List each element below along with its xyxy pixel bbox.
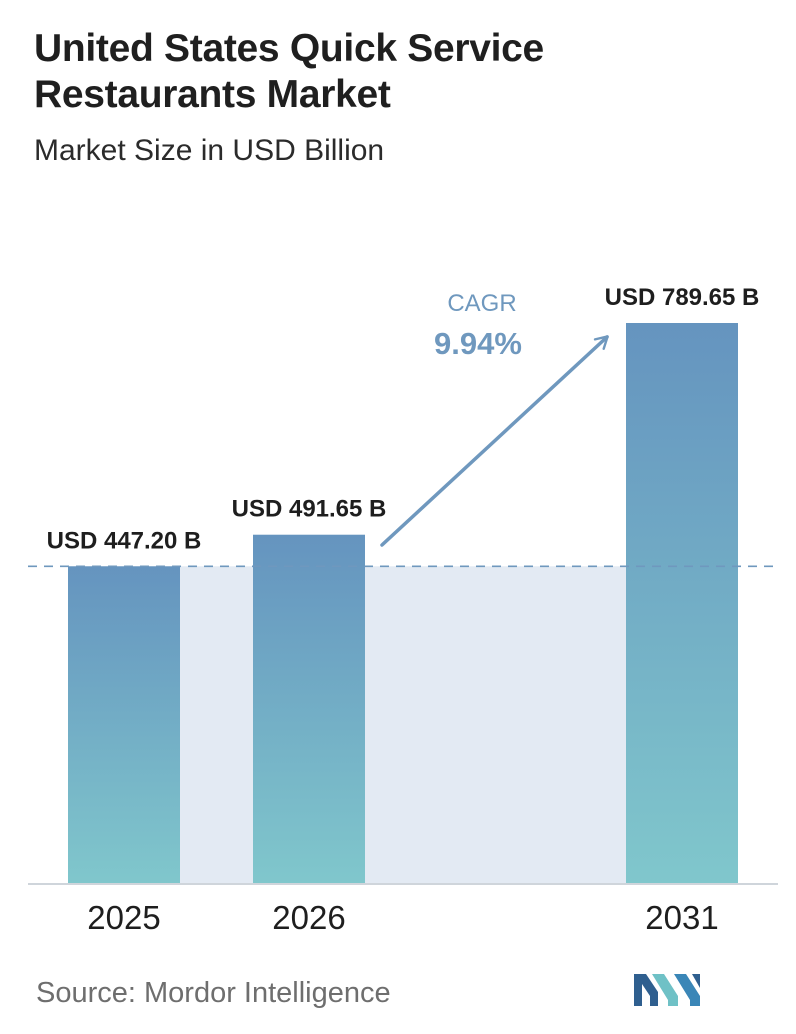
label-layer: USD 447.20 B 2025 USD 491.65 B 2026 USD 789.… (47, 284, 760, 936)
logo-shape-left (634, 974, 658, 1006)
x-tick-2031: 2031 (645, 899, 718, 936)
chart-subtitle: Market Size in USD Billion (34, 134, 385, 167)
mordor-intelligence-logo (634, 974, 700, 1006)
bar-chart: USD 447.20 B 2025 USD 491.65 B 2026 USD 789.… (28, 284, 780, 936)
x-tick-2026: 2026 (272, 899, 345, 936)
x-tick-2025: 2025 (87, 899, 160, 936)
data-label-2026: USD 491.65 B (232, 496, 387, 523)
source-caption: Source: Mordor Intelligence (36, 977, 391, 1009)
bar-2031 (626, 323, 738, 884)
cagr-arrow (380, 335, 609, 547)
data-label-2025: USD 447.20 B (47, 527, 202, 554)
cagr-label: CAGR (447, 290, 516, 317)
bar-2026 (253, 534, 365, 884)
logo-shape-mid (652, 974, 678, 1006)
logo-shape-right (674, 974, 700, 1006)
bar-layer (68, 323, 738, 884)
cagr-value: 9.94% (434, 326, 522, 361)
data-label-2031: USD 789.65 B (605, 284, 760, 311)
chart-title: United States Quick Service Restaurants … (34, 27, 544, 116)
logo-shape-tail (692, 974, 700, 988)
bar-2025 (68, 566, 180, 884)
